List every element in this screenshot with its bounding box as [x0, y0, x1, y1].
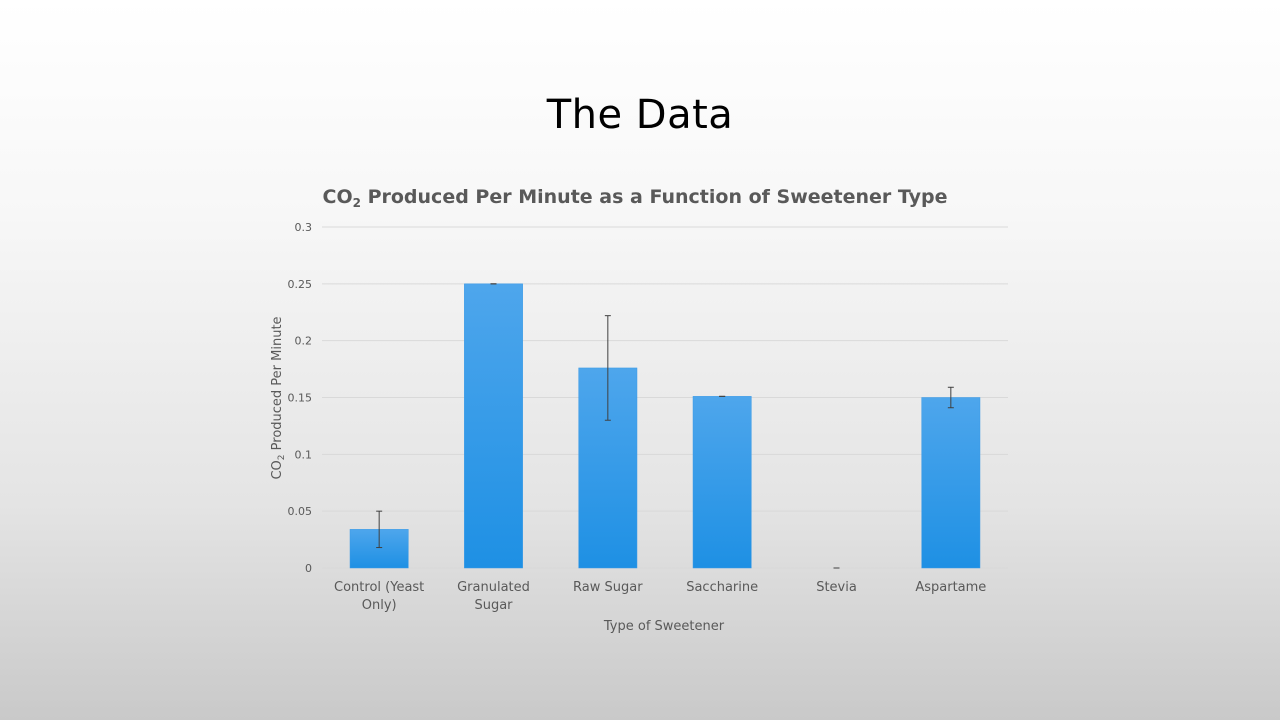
bar — [464, 283, 523, 569]
bar — [921, 397, 981, 569]
y-axis-ticks: 0 0.05 0.1 0.15 0.2 0.25 0.3 — [288, 221, 313, 575]
x-tick-label: Stevia — [816, 580, 857, 595]
y-tick-label: 0.25 — [288, 278, 313, 291]
x-axis-title: Type of Sweetener — [603, 619, 725, 634]
slide-title: The Data — [546, 92, 734, 138]
y-axis-title-suffix: Produced Per Minute — [270, 316, 285, 454]
x-tick-label: Saccharine — [686, 580, 758, 595]
x-tick-label: Granulated Sugar — [457, 580, 530, 613]
error-bars — [376, 283, 954, 569]
error-bar — [604, 315, 611, 421]
chart-title-prefix: CO — [322, 186, 353, 208]
x-tick-label: Raw Sugar — [573, 580, 643, 595]
y-tick-label: 0.3 — [295, 221, 313, 234]
y-tick-label: 0.1 — [295, 448, 313, 461]
y-tick-label: 0.15 — [288, 392, 313, 405]
y-tick-label: 0.2 — [295, 335, 313, 348]
y-axis-title-prefix: CO — [270, 460, 285, 479]
bar — [692, 396, 752, 569]
x-axis-categories: Control (Yeast Only) Granulated Sugar Raw Su… — [334, 580, 986, 613]
error-bar — [947, 386, 954, 409]
y-axis-title-subscript: 2 — [277, 454, 287, 460]
chart-title: CO2 Produced Per Minute as a Function of… — [280, 186, 990, 210]
chart-title-subscript: 2 — [352, 196, 361, 210]
chart-title-suffix: Produced Per Minute as a Function of Swe… — [360, 186, 948, 208]
y-axis-title: CO2 Produced Per Minute — [270, 316, 287, 479]
bars — [349, 283, 981, 569]
y-tick-label: 0.05 — [288, 505, 313, 518]
error-bar — [376, 510, 383, 549]
x-tick-label: Aspartame — [915, 580, 986, 595]
y-tick-label: 0 — [305, 562, 312, 575]
x-tick-label: Control (Yeast Only) — [334, 580, 424, 613]
gridlines — [322, 226, 1008, 569]
